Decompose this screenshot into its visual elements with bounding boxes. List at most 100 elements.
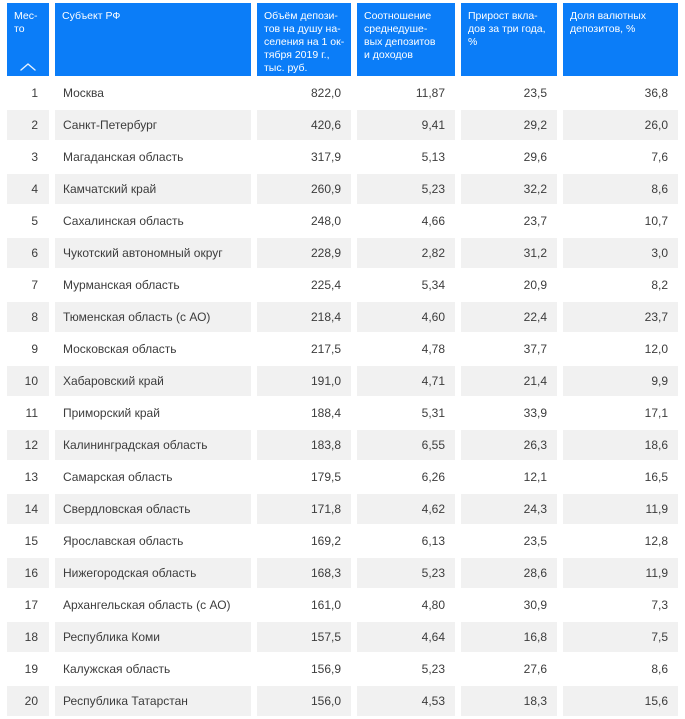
deposit-income-ratio-cell: 5,23 bbox=[357, 558, 455, 588]
rank-cell: 13 bbox=[24, 470, 38, 484]
deposits-per-capita-cell: 228,9 bbox=[257, 238, 351, 268]
table-row: 4 Камчатский край 260,9 5,23 32,2 8,6 bbox=[7, 174, 678, 204]
deposit-income-ratio-cell: 6,26 bbox=[421, 470, 445, 484]
table-header: Мес- то Субъект РФ Объём депози- тов на … bbox=[7, 3, 678, 76]
table-body: 1 Москва 822,0 11,87 23,5 36,8 2 Санкт-Петербур… bbox=[7, 78, 678, 716]
rank-cell: 4 bbox=[7, 174, 49, 204]
column-header-fx-share[interactable]: Доля валютных депозитов, % bbox=[563, 3, 678, 76]
deposits-per-capita-cell: 248,0 bbox=[310, 214, 341, 228]
region-cell: Хабаровский край bbox=[55, 366, 251, 396]
fx-share-cell: 8,6 bbox=[563, 174, 678, 204]
column-header-deposits-per-capita[interactable]: Объём депози- тов на душу на- селения на… bbox=[257, 3, 351, 76]
deposit-growth-cell: 30,9 bbox=[523, 598, 547, 612]
deposit-income-ratio-cell: 5,31 bbox=[421, 406, 445, 420]
deposit-growth-cell: 12,1 bbox=[523, 470, 547, 484]
rank-cell: 1 bbox=[31, 86, 38, 100]
deposit-income-ratio-cell: 5,23 bbox=[421, 662, 445, 676]
deposits-per-capita-cell: 156,0 bbox=[257, 686, 351, 716]
fx-share-cell: 12,8 bbox=[644, 534, 668, 548]
deposits-per-capita-cell: 217,5 bbox=[310, 342, 341, 356]
column-header-deposit-income-ratio[interactable]: Соотношение среднедуше- вых депозитов и … bbox=[357, 3, 455, 76]
region-cell: Магаданская область bbox=[63, 150, 184, 164]
column-header-deposit-growth[interactable]: Прирост вкла- дов за три года, % bbox=[461, 3, 557, 76]
rank-cell: 15 bbox=[24, 534, 38, 548]
table-row: 8 Тюменская область (с АО) 218,4 4,60 22,4 23… bbox=[7, 302, 678, 332]
deposit-income-ratio-cell: 4,66 bbox=[421, 214, 445, 228]
deposit-income-ratio-cell: 5,23 bbox=[357, 174, 455, 204]
fx-share-cell: 7,3 bbox=[651, 598, 668, 612]
table-row: 18 Республика Коми 157,5 4,64 16,8 7,5 bbox=[7, 622, 678, 652]
region-cell: Свердловская область bbox=[55, 494, 251, 524]
deposit-income-ratio-cell: 4,60 bbox=[357, 302, 455, 332]
deposit-income-ratio-cell: 6,13 bbox=[421, 534, 445, 548]
fx-share-cell: 9,9 bbox=[563, 366, 678, 396]
deposits-per-capita-cell: 218,4 bbox=[257, 302, 351, 332]
deposits-per-capita-cell: 822,0 bbox=[310, 86, 341, 100]
deposit-income-ratio-cell: 4,71 bbox=[357, 366, 455, 396]
deposit-growth-cell: 16,8 bbox=[461, 622, 557, 652]
rank-cell: 7 bbox=[31, 278, 38, 292]
deposits-per-capita-cell: 171,8 bbox=[257, 494, 351, 524]
deposits-per-capita-cell: 179,5 bbox=[310, 470, 341, 484]
region-cell: Республика Коми bbox=[55, 622, 251, 652]
column-header-region-label: Субъект РФ bbox=[62, 10, 121, 22]
fx-share-cell: 11,9 bbox=[563, 558, 678, 588]
deposit-growth-cell: 27,6 bbox=[523, 662, 547, 676]
fx-share-cell: 8,2 bbox=[651, 278, 668, 292]
region-cell: Камчатский край bbox=[55, 174, 251, 204]
fx-share-cell: 15,6 bbox=[563, 686, 678, 716]
deposit-growth-cell: 20,9 bbox=[523, 278, 547, 292]
rank-cell: 2 bbox=[7, 110, 49, 140]
deposits-per-capita-cell: 168,3 bbox=[257, 558, 351, 588]
deposits-per-capita-cell: 191,0 bbox=[257, 366, 351, 396]
region-cell: Тюменская область (с АО) bbox=[55, 302, 251, 332]
deposits-per-capita-cell: 260,9 bbox=[257, 174, 351, 204]
fx-share-cell: 11,9 bbox=[563, 494, 678, 524]
table-row: 7 Мурманская область 225,4 5,34 20,9 8,2 bbox=[7, 270, 678, 300]
deposits-per-capita-cell: 157,5 bbox=[257, 622, 351, 652]
table-row: 13 Самарская область 179,5 6,26 12,1 16,5 bbox=[7, 462, 678, 492]
deposit-growth-cell: 28,6 bbox=[461, 558, 557, 588]
deposit-income-ratio-cell: 2,82 bbox=[357, 238, 455, 268]
rank-cell: 14 bbox=[7, 494, 49, 524]
fx-share-cell: 17,1 bbox=[644, 406, 668, 420]
rank-cell: 10 bbox=[7, 366, 49, 396]
deposit-growth-cell: 29,6 bbox=[523, 150, 547, 164]
rank-cell: 5 bbox=[31, 214, 38, 228]
column-header-rank[interactable]: Мес- то bbox=[7, 3, 49, 76]
rank-cell: 6 bbox=[7, 238, 49, 268]
deposit-income-ratio-cell: 4,78 bbox=[421, 342, 445, 356]
table-row: 11 Приморский край 188,4 5,31 33,9 17,1 bbox=[7, 398, 678, 428]
table-row: 15 Ярославская область 169,2 6,13 23,5 12,8 bbox=[7, 526, 678, 556]
fx-share-cell: 7,5 bbox=[563, 622, 678, 652]
fx-share-cell: 36,8 bbox=[644, 86, 668, 100]
deposit-growth-cell: 22,4 bbox=[461, 302, 557, 332]
fx-share-cell: 12,0 bbox=[644, 342, 668, 356]
deposit-income-ratio-cell: 5,13 bbox=[421, 150, 445, 164]
deposit-income-ratio-cell: 5,34 bbox=[421, 278, 445, 292]
table-row: 10 Хабаровский край 191,0 4,71 21,4 9,9 bbox=[7, 366, 678, 396]
region-cell: Калининградская область bbox=[55, 430, 251, 460]
column-header-region[interactable]: Субъект РФ bbox=[55, 3, 251, 76]
fx-share-cell: 8,6 bbox=[651, 662, 668, 676]
rank-cell: 20 bbox=[7, 686, 49, 716]
rank-cell: 18 bbox=[7, 622, 49, 652]
deposit-growth-cell: 31,2 bbox=[461, 238, 557, 268]
table-row: 20 Республика Татарстан 156,0 4,53 18,3 15,6 bbox=[7, 686, 678, 716]
deposits-per-capita-cell: 161,0 bbox=[310, 598, 341, 612]
fx-share-cell: 3,0 bbox=[563, 238, 678, 268]
deposit-income-ratio-cell: 9,41 bbox=[357, 110, 455, 140]
deposit-income-ratio-cell: 4,64 bbox=[357, 622, 455, 652]
chevron-up-icon[interactable] bbox=[20, 63, 37, 71]
fx-share-cell: 26,0 bbox=[563, 110, 678, 140]
rank-cell: 11 bbox=[25, 406, 38, 420]
column-header-rank-label: Мес- то bbox=[14, 10, 38, 35]
deposit-growth-cell: 21,4 bbox=[461, 366, 557, 396]
region-cell: Калужская область bbox=[63, 662, 171, 676]
deposits-per-capita-cell: 225,4 bbox=[310, 278, 341, 292]
deposit-growth-cell: 23,5 bbox=[523, 534, 547, 548]
deposits-per-capita-cell: 188,4 bbox=[310, 406, 341, 420]
deposit-growth-cell: 24,3 bbox=[461, 494, 557, 524]
deposit-growth-cell: 29,2 bbox=[461, 110, 557, 140]
deposit-income-ratio-cell: 4,53 bbox=[357, 686, 455, 716]
